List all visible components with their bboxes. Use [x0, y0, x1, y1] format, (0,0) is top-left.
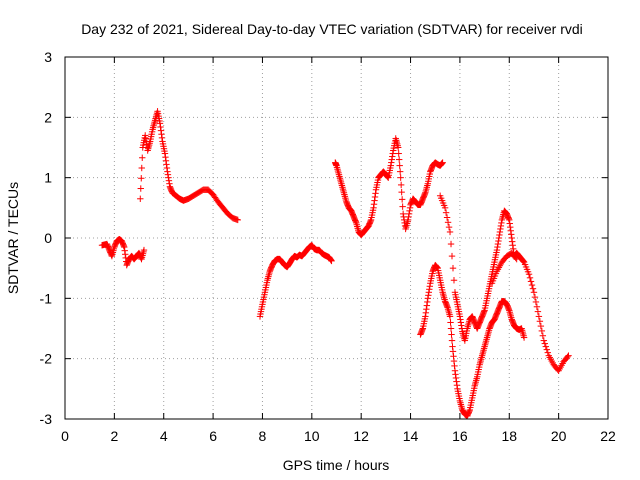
data-point: [395, 150, 402, 157]
data-point: [396, 168, 404, 175]
data-point: [542, 343, 550, 350]
data-point: [443, 214, 451, 221]
x-tick-label: 14: [403, 428, 419, 444]
data-point: [536, 318, 544, 325]
data-point: [448, 337, 456, 344]
y-tick-label: 2: [44, 109, 52, 125]
data-point: [396, 162, 403, 169]
y-tick-label: -2: [40, 351, 53, 367]
data-point: [139, 154, 146, 161]
data-point: [527, 278, 535, 285]
data-point: [138, 175, 145, 182]
data-point: [448, 252, 456, 260]
data-point: [444, 219, 452, 226]
y-tick-label: 3: [44, 49, 52, 65]
x-tick-label: 12: [353, 428, 369, 444]
series-s4: [332, 135, 446, 239]
x-tick-label: 22: [600, 428, 616, 444]
plot-frame: [64, 56, 609, 420]
x-tick-label: 16: [452, 428, 468, 444]
data-point: [531, 293, 539, 301]
data-point: [441, 204, 449, 212]
x-tick-label: 8: [259, 428, 267, 444]
x-tick-label: 4: [160, 428, 168, 444]
data-point: [447, 240, 455, 248]
series-s1: [98, 236, 148, 269]
data-point: [234, 216, 241, 224]
data-point: [539, 332, 547, 339]
data-point: [395, 156, 403, 163]
grid: [65, 57, 608, 419]
data-point: [532, 298, 540, 306]
x-tick-label: 6: [209, 428, 217, 444]
data-point: [565, 352, 572, 359]
series-s3: [256, 242, 335, 320]
data-point: [526, 274, 534, 282]
data-point: [535, 313, 543, 320]
y-tick-label: -3: [40, 411, 53, 427]
data-point: [442, 209, 450, 216]
data-point: [398, 188, 405, 196]
x-tick-label: 0: [61, 428, 69, 444]
series-s7: [488, 249, 520, 287]
x-tick-label: 20: [551, 428, 567, 444]
series-s6: [436, 192, 572, 374]
y-tick-label: -1: [40, 290, 53, 306]
data-point: [449, 264, 457, 272]
data-point: [439, 159, 446, 166]
data-point: [137, 185, 144, 192]
x-tick-label: 18: [501, 428, 517, 444]
data-point: [446, 228, 454, 236]
x-tick-label: 10: [304, 428, 320, 444]
data-point: [540, 337, 548, 344]
data-point: [446, 313, 454, 320]
data-point: [397, 181, 405, 189]
data-point: [447, 325, 455, 332]
data-point: [541, 340, 549, 347]
data-point: [328, 257, 335, 265]
x-axis-label: GPS time / hours: [283, 457, 390, 473]
data-point: [534, 308, 542, 315]
data-point: [564, 353, 571, 361]
data-point: [543, 346, 550, 353]
data-point: [529, 285, 537, 292]
data-point: [512, 254, 519, 262]
series-s5: [417, 261, 528, 420]
data-point: [448, 331, 455, 338]
axis-ticks: [64, 56, 609, 420]
series-s2: [137, 108, 241, 224]
data-point: [395, 144, 402, 151]
data-point: [520, 334, 528, 341]
data-point: [447, 319, 454, 326]
data-point: [528, 281, 536, 289]
x-tick-label: 2: [110, 428, 118, 444]
data-point: [544, 349, 551, 356]
data-point: [525, 271, 533, 278]
x-tick-labels: 0 2 4 6 8 10 12 14 16 18 20 22: [61, 428, 616, 444]
data-point: [533, 303, 541, 310]
data-point: [397, 174, 404, 181]
data-point: [537, 322, 545, 330]
data-point: [538, 327, 546, 335]
data-point: [137, 195, 144, 202]
data-point: [138, 164, 145, 172]
y-axis-label: SDTVAR / TECUs: [5, 182, 21, 294]
data-point: [513, 255, 520, 263]
data-point: [140, 246, 148, 254]
data-point: [398, 196, 406, 203]
y-tick-label: 0: [44, 230, 52, 246]
y-tick-labels: -3 -2 -1 0 1 2 3: [40, 49, 53, 427]
y-tick-label: 1: [44, 170, 52, 186]
data-point: [530, 289, 538, 296]
chart-title: Day 232 of 2021, Sidereal Day-to-day VTE…: [81, 21, 583, 37]
data-point: [450, 277, 458, 284]
data-points: [98, 108, 572, 420]
data-point: [399, 203, 406, 210]
data-point: [445, 223, 453, 231]
